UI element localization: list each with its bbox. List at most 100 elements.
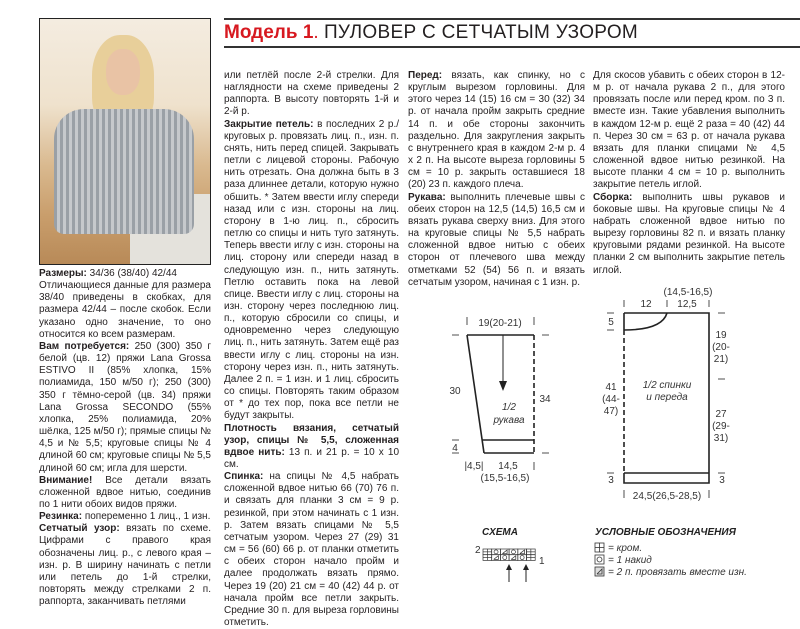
paragraph: Плотность вязания, сетчатый узор, спицы …: [224, 423, 399, 472]
legend-item-k2tog: = 2 п. провязать вместе изн.: [608, 567, 747, 578]
paragraph-label: Сборка:: [593, 191, 633, 203]
total-height-alt-1: (44-: [602, 394, 620, 405]
diagrams: 19(20-21) 30 34 4 1/2 рукава |4,5| 14,5 …: [449, 287, 747, 582]
schema-row-1-label: 1: [539, 556, 545, 567]
sleeve-label-fraction: 1/2: [502, 402, 516, 413]
total-height: 41: [605, 382, 617, 393]
paragraph-text: или петлёй после 2-й стрелки. Для нагляд…: [224, 70, 399, 118]
legend-title: УСЛОВНЫЕ ОБОЗНАЧЕНИЯ: [595, 527, 737, 538]
sleeve-diagram: 19(20-21) 30 34 4 1/2 рукава |4,5| 14,5 …: [449, 317, 551, 484]
paragraph-label: Спинка:: [224, 471, 264, 483]
schema-grid: [482, 548, 536, 561]
photo-face: [106, 49, 140, 95]
paragraph: Отличающиеся данные для размера 38/40 пр…: [39, 280, 211, 341]
sleeve-top-width: 19(20-21): [478, 318, 521, 329]
schema-cell-yo: [508, 548, 519, 556]
paragraph-text: Все детали вязать сложенной вдвое нитью,…: [39, 474, 212, 510]
paragraph: Для скосов убавить с обеих сторон в 12-м…: [593, 70, 785, 192]
schema-cell-k2tog: [508, 554, 519, 561]
schema-cell-edge: [526, 554, 536, 561]
paragraph-label: Сетчатый узор:: [39, 523, 120, 535]
body-bottom-width: 24,5(26,5-28,5): [633, 491, 701, 502]
page-title: Модель 1. ПУЛОВЕР С СЕТЧАТЫМ УЗОРОМ: [224, 22, 638, 44]
sleeve-offset: |4,5|: [464, 461, 483, 472]
paragraph-label: Закрытие петель:: [224, 118, 314, 130]
paragraph-label: Перед:: [408, 70, 443, 81]
paragraph: Сетчатый узор: вязать по схеме. Цифрами …: [39, 523, 211, 608]
armhole-height-alt-2: 21): [714, 354, 728, 365]
paragraph: Вам потребуется: 250 (300) 350 г белой (…: [39, 341, 211, 475]
rib-height-left: 3: [608, 475, 614, 486]
neck-width: 12: [640, 299, 652, 310]
paragraph-text: 34/36 (38/40) 42/44: [89, 268, 177, 279]
paragraph-text: Для скосов убавить с обеих сторон в 12-м…: [593, 70, 785, 191]
total-height-alt-2: 47): [604, 406, 618, 417]
sleeve-height-right: 34: [539, 394, 551, 405]
paragraph: Сборка: выполнить швы рукавов и боковые …: [593, 192, 785, 277]
schema-cell-k2tog: [500, 548, 510, 556]
paragraph-label: Резинка:: [39, 511, 83, 523]
model-photo: [39, 18, 211, 265]
sleeve-height-left: 30: [449, 386, 461, 397]
paragraph: Рукава: выполнить плечевые швы с обеих с…: [408, 192, 585, 289]
text-column-1: Размеры: 34/36 (38/40) 42/44 Отличающиеся…: [39, 268, 211, 608]
neck-depth: 5: [608, 317, 614, 328]
text-column-4: Для скосов убавить с обеих сторон в 12-м…: [593, 70, 785, 277]
body-ticks: [607, 300, 725, 498]
neckline-curve: [623, 312, 668, 331]
yarn-over-icon: [594, 554, 605, 565]
paragraph: Резинка: попеременно 1 лиц., 1 изн.: [39, 511, 211, 523]
paragraph-text: вязать по схеме. Цифрами с правого края …: [39, 523, 212, 608]
body-label-2: и переда: [646, 392, 688, 403]
body-outline: [623, 312, 710, 484]
text-column-3: Перед: вязать, как спинку, но с круглым …: [408, 70, 585, 289]
legend-item-yarn-over: = 1 накид: [608, 555, 652, 566]
sleeve-slant-edge: [466, 334, 485, 454]
body-label-1: 1/2 спинки: [643, 380, 692, 391]
paragraph-text: вязать, как спинку, но с круглым вырезом…: [408, 70, 585, 191]
paragraph: Перед: вязать, как спинку, но с круглым …: [408, 70, 585, 192]
paragraph-label: Рукава:: [408, 191, 446, 203]
paragraph: Закрытие петель: в последних 2 р./кругов…: [224, 119, 399, 423]
schema-cell-yo: [500, 554, 510, 561]
arrow-head-icon: [499, 381, 507, 391]
legend: УСЛОВНЫЕ ОБОЗНАЧЕНИЯ = кром. = 1 накид =…: [594, 527, 747, 578]
side-height-alt-1: (29-: [712, 421, 730, 432]
side-height-alt-2: 31): [714, 433, 728, 444]
paragraph: Внимание! Все детали вязать сложенной вд…: [39, 475, 211, 511]
paragraph-text: в последних 2 р./круговых р. провязать л…: [224, 118, 400, 422]
paragraph-text: попеременно 1 лиц., 1 изн.: [84, 511, 211, 523]
legend-item-edge: = кром.: [608, 543, 642, 554]
sleeve-bottom-width: 14,5: [498, 461, 518, 472]
schema-cell-yo: [491, 548, 501, 556]
title-separator: .: [313, 22, 319, 43]
arrow-up-icon: [523, 564, 529, 570]
schema-cell-edge: [482, 548, 493, 556]
schema-cell-edge: [526, 548, 536, 556]
paragraph: или петлёй после 2-й стрелки. Для нагляд…: [224, 70, 399, 119]
stitch-schema: СХЕМА 2 1: [475, 527, 545, 582]
arrow-up-icon: [506, 564, 512, 570]
sleeve-label: рукава: [492, 415, 525, 426]
sleeve-rib-height: 4: [452, 443, 458, 454]
paragraph-text: 250 (300) 350 г белой (цв. 12) пряжи Lan…: [39, 340, 211, 474]
header-rule-bottom: [224, 46, 800, 48]
purl-two-together-icon: [594, 566, 605, 577]
schema-cell-edge: [482, 554, 493, 561]
model-number: Модель 1: [224, 22, 314, 43]
edge-stitch-icon: [594, 542, 605, 553]
armhole-height-alt-1: (20-: [712, 342, 730, 353]
schema-cell-k2tog: [491, 554, 501, 561]
armhole-height: 19: [715, 330, 727, 341]
body-diagram: (14,5-16,5) 12 12,5 5 19 (20- 21) 41 (44…: [602, 287, 730, 502]
rib-height-right: 3: [719, 475, 725, 486]
side-height: 27: [715, 409, 727, 420]
paragraph: Размеры: 34/36 (38/40) 42/44: [39, 268, 211, 280]
schema-cell-yo: [517, 554, 527, 561]
paragraph-text: 13 п. и 21 р. = 10 х 10 см.: [224, 446, 399, 470]
paragraph-label: Вам потребуется:: [39, 340, 130, 352]
shoulder-width: 12,5: [677, 299, 697, 310]
shoulder-width-alt: (14,5-16,5): [664, 287, 713, 298]
header-rule-top: [224, 18, 800, 20]
paragraph-label: Размеры:: [39, 268, 87, 279]
